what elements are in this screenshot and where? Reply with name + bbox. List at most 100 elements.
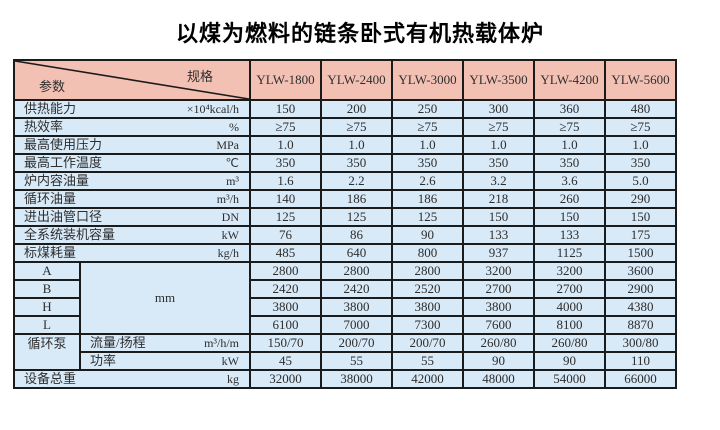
value-cell: 3800 — [462, 297, 535, 317]
value-cell: 2800 — [391, 261, 464, 281]
value-cell: 2420 — [249, 279, 322, 299]
value-cell: 8100 — [533, 315, 606, 335]
value-cell: 140 — [249, 189, 322, 209]
column-header-ylw-5600: YLW-5600 — [604, 59, 677, 101]
page: 以煤为燃料的链条卧式有机热载体炉 规格 参数 YLW-1800 YLW-2400… — [13, 21, 677, 389]
value-cell: 3.2 — [462, 171, 535, 191]
dimension-letter-cell: B — [13, 279, 81, 299]
value-cell: 3200 — [533, 261, 606, 281]
value-cell: 640 — [320, 243, 393, 263]
param-label: 热效率 — [24, 119, 64, 134]
value-cell: 48000 — [462, 369, 535, 389]
param-label-wrap: 全系统装机容量 kW — [15, 227, 249, 243]
param-label-cell: 全系统装机容量 kW — [13, 225, 251, 245]
value-cell: 110 — [604, 351, 677, 371]
header-row: 规格 参数 YLW-1800 YLW-2400 YLW-3000 YLW-350… — [13, 59, 677, 101]
table-row: 最高工作温度 ℃ 350 350 350 350 350 350 — [13, 153, 677, 173]
table-row: 全系统装机容量 kW 76 86 90 133 133 175 — [13, 225, 677, 245]
value-cell: 2420 — [320, 279, 393, 299]
value-cell: 38000 — [320, 369, 393, 389]
value-cell: 76 — [249, 225, 322, 245]
param-label-cell: 炉内容油量 m³ — [13, 171, 251, 191]
value-cell: 300 — [462, 99, 535, 119]
param-label-cell: 最高使用压力 MPa — [13, 135, 251, 155]
value-cell: 175 — [604, 225, 677, 245]
corner-cell: 规格 参数 — [13, 59, 251, 101]
table-row-total: 设备总重 kg 32000 38000 42000 48000 54000 66000 — [13, 369, 677, 389]
value-cell: 1.0 — [249, 135, 322, 155]
dimension-letter-cell: A — [13, 261, 81, 281]
value-cell: 125 — [391, 207, 464, 227]
param-unit: m³/h — [216, 192, 239, 206]
value-cell: 937 — [462, 243, 535, 263]
param-unit: MPa — [216, 138, 239, 152]
value-cell: 150 — [533, 207, 606, 227]
param-label-cell: 进出油管口径 DN — [13, 207, 251, 227]
table-row-pump: 功率 kW 45 55 55 90 90 110 — [14, 351, 677, 371]
value-cell: 480 — [604, 99, 677, 119]
value-cell: 1500 — [604, 243, 677, 263]
param-label: 全系统装机容量 — [24, 227, 116, 242]
value-cell: 3200 — [462, 261, 535, 281]
value-cell: 290 — [604, 189, 677, 209]
table-row-pump: 循环泵 流量/扬程 m³/h/m 150/70 200/70 200/70 260/80 26… — [13, 333, 677, 371]
value-cell: 150/70 — [249, 333, 322, 353]
value-cell: 1.0 — [533, 135, 606, 155]
param-label-cell: 设备总重 kg — [13, 369, 251, 389]
param-unit: DN — [221, 210, 239, 224]
value-cell: 150 — [462, 207, 535, 227]
value-cell: 32000 — [249, 369, 322, 389]
corner-param-label: 参数 — [39, 79, 66, 94]
value-cell: 2900 — [604, 279, 677, 299]
value-cell: 2800 — [249, 261, 322, 281]
value-cell: 7300 — [391, 315, 464, 335]
table-row-dimension: L 6100 7000 7300 7600 8100 8870 — [13, 315, 677, 335]
value-cell: 3800 — [320, 297, 393, 317]
param-label-wrap: 标煤耗量 kg/h — [15, 245, 249, 261]
value-cell: 3.6 — [533, 171, 606, 191]
value-cell: 300/80 — [604, 333, 677, 353]
param-unit: m³ — [226, 174, 239, 188]
param-label: 流量/扬程 — [90, 335, 146, 350]
param-label-wrap: 功率 kW — [81, 353, 249, 369]
value-cell: 485 — [249, 243, 322, 263]
value-cell: 7600 — [462, 315, 535, 335]
pump-group-cell: 循环泵 — [13, 333, 81, 371]
param-label-wrap: 供热能力 ×10⁴kcal/h — [15, 101, 249, 117]
column-header-ylw-3000: YLW-3000 — [391, 59, 464, 101]
value-cell: 54000 — [533, 369, 606, 389]
param-unit: kW — [221, 228, 239, 242]
dimension-letter-cell: H — [13, 297, 81, 317]
value-cell: 90 — [462, 351, 535, 371]
param-label: 最高使用压力 — [24, 137, 103, 152]
table-row: 供热能力 ×10⁴kcal/h 150 200 250 300 360 480 — [13, 99, 677, 119]
dimension-letter-cell: L — [13, 315, 81, 335]
table-row: 循环油量 m³/h 140 186 186 218 260 290 — [13, 189, 677, 209]
param-label: 功率 — [90, 353, 117, 368]
param-label-cell: 热效率% — [13, 117, 251, 137]
value-cell: ≥75 — [604, 117, 677, 137]
table-body: 供热能力 ×10⁴kcal/h 150 200 250 300 360 480 热效率% ≥75 ≥… — [13, 99, 677, 389]
value-cell: 5.0 — [604, 171, 677, 191]
value-cell: 1.6 — [249, 171, 322, 191]
param-label-cell: 供热能力 ×10⁴kcal/h — [13, 99, 251, 119]
page-title: 以煤为燃料的链条卧式有机热载体炉 — [175, 21, 544, 46]
value-cell: 350 — [249, 153, 322, 173]
value-cell: 2.2 — [320, 171, 393, 191]
value-cell: ≥75 — [533, 117, 606, 137]
param-label-cell: 流量/扬程 m³/h/m — [79, 333, 251, 353]
value-cell: 1.0 — [320, 135, 393, 155]
value-cell: 218 — [462, 189, 535, 209]
table-row-dimension: B 2420 2420 2520 2700 2700 2900 — [13, 279, 677, 299]
value-cell: 800 — [391, 243, 464, 263]
value-cell: 90 — [533, 351, 606, 371]
value-cell: 260 — [533, 189, 606, 209]
spec-table: 规格 参数 YLW-1800 YLW-2400 YLW-3000 YLW-350… — [13, 59, 677, 389]
value-cell: 90 — [391, 225, 464, 245]
value-cell: 350 — [533, 153, 606, 173]
value-cell: 250 — [391, 99, 464, 119]
value-cell: 2800 — [320, 261, 393, 281]
value-cell: 125 — [249, 207, 322, 227]
value-cell: 1.0 — [462, 135, 535, 155]
